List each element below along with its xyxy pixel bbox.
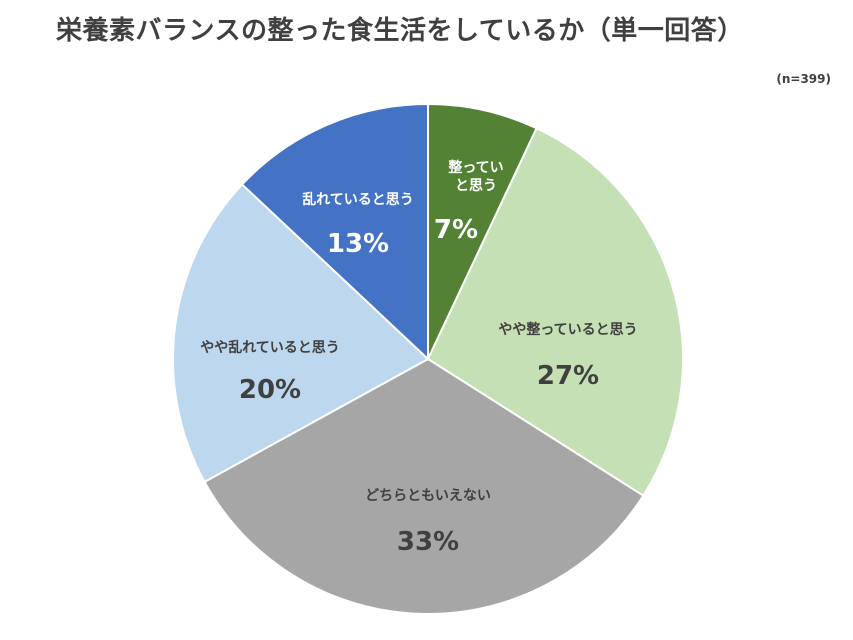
pie-slice-3 — [203, 357, 645, 615]
slice-value-label-2: 27% — [537, 361, 599, 391]
slice-category-label-3: どちらともいえない — [365, 488, 491, 504]
pie-slice-5 — [240, 102, 429, 362]
pie-slice-4 — [171, 183, 430, 484]
sample-size: (n=399) — [776, 72, 831, 86]
slice-category-label-4: やや乱れていると思う — [200, 339, 340, 356]
pie-slice-1 — [427, 102, 538, 360]
slice-value-label-4: 20% — [239, 375, 301, 405]
slice-value-label-3: 33% — [397, 527, 459, 557]
slice-value-label-1: 7% — [434, 215, 478, 245]
slice-category-label-1: 整っていと思う — [447, 159, 503, 194]
slice-value-label-5: 13% — [327, 229, 389, 259]
pie-slice-2 — [426, 126, 684, 498]
chart-title: 栄養素バランスの整った食生活をしているか（単一回答） — [56, 16, 744, 46]
slice-category-label-2: やや整っていると思う — [498, 321, 637, 338]
slice-category-label-5: 乱れていると思う — [302, 191, 414, 208]
